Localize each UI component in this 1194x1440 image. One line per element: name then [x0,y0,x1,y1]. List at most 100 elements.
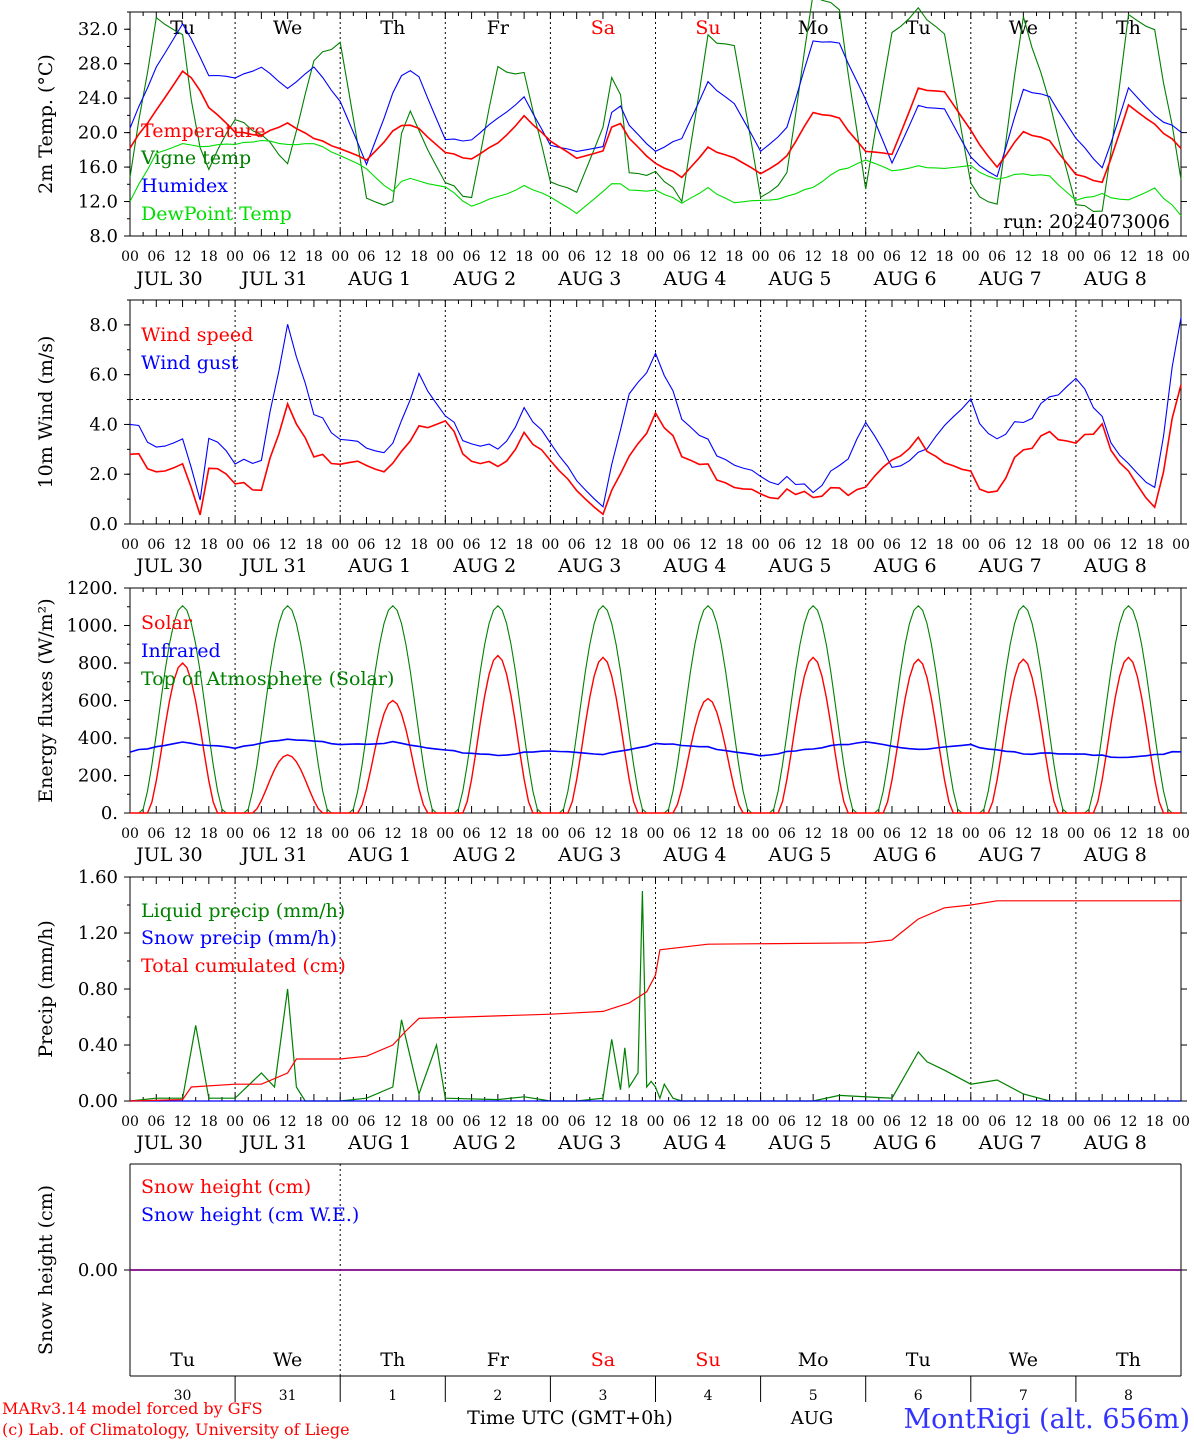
panels-layer: 8.012.016.020.024.028.032.02m Temp. (°C)… [35,0,1190,1404]
hour-label: 00 [436,826,454,842]
hour-label: 12 [384,826,402,842]
day-letter: Su [695,17,720,39]
day-number: 8 [1124,1388,1133,1404]
hour-label: 00 [1067,1114,1085,1130]
day-letter: Th [380,1349,405,1371]
date-label: AUG 7 [978,555,1042,577]
y-axis-label: 10m Wind (m/s) [35,336,57,489]
panel-4: 0.00 0.40 0.80 1.20 1.60 Precip (mm/h) 00 06 12 1… [35,867,1190,1154]
hour-label: 06 [147,537,165,553]
hour-label: 18 [515,1114,533,1130]
hour-label: 06 [988,1114,1006,1130]
hour-label: 00 [436,249,454,265]
day-number: 31 [279,1388,297,1404]
date-label: AUG 6 [873,555,937,577]
date-label: JUL 30 [134,1132,202,1154]
y-tick-label: 200. [78,766,118,787]
hour-label: 06 [463,249,481,265]
date-label: AUG 7 [978,844,1042,866]
hour-label: 12 [174,249,192,265]
day-letter: Tu [170,1349,195,1371]
hour-label: 18 [936,537,954,553]
hour-label: 12 [489,537,507,553]
hour-label: 18 [1146,826,1164,842]
y-tick-label: 6.0 [89,365,118,386]
legend-entry: Temperature [141,120,265,142]
y-tick-label: 12.0 [78,192,118,213]
day-letter: Th [380,17,405,39]
date-label: AUG 5 [767,268,831,290]
hour-label: 18 [305,249,323,265]
hour-label: 18 [936,1114,954,1130]
station-label: MontRigi (alt. 656m) [903,1404,1190,1435]
date-label: AUG 7 [978,268,1042,290]
hour-label: 18 [200,249,218,265]
day-number: 1 [388,1388,397,1404]
hour-label: 18 [725,826,743,842]
legend-entry: DewPoint Temp [141,203,292,225]
hour-label: 06 [1093,537,1111,553]
hour-label: 12 [699,249,717,265]
hour-label: 06 [778,249,796,265]
y-tick-label: 0.40 [78,1035,118,1056]
hour-label: 12 [279,1114,297,1130]
legend-entry: Humidex [141,175,228,197]
date-label: AUG 4 [662,1132,726,1154]
series-line [129,900,1181,1102]
date-label: AUG 8 [1083,555,1147,577]
y-tick-label: 8.0 [89,226,118,247]
hour-label: 12 [279,826,297,842]
legend-entry: Solar [141,612,193,634]
hour-label: 12 [1120,826,1138,842]
hour-label: 06 [883,826,901,842]
y-axis-label: Energy fluxes (W/m²) [35,598,57,802]
hour-label: 00 [857,249,875,265]
hour-label: 18 [831,1114,849,1130]
date-label: AUG 8 [1083,1132,1147,1154]
hour-label: 00 [541,1114,559,1130]
series-line [129,22,1182,178]
date-label: JUL 30 [134,844,202,866]
hour-label: 18 [200,1114,218,1130]
hour-label: 12 [384,249,402,265]
hour-label: 06 [252,537,270,553]
date-label: AUG 6 [873,268,937,290]
day-letter: Sa [591,1349,615,1371]
hour-label: 18 [831,249,849,265]
day-letter: Th [1116,17,1141,39]
hour-label: 06 [568,826,586,842]
y-tick-label: 0.00 [78,1091,118,1112]
legend-entry: Total cumulated (cm) [141,955,346,977]
hour-label: 00 [331,1114,349,1130]
hour-label: 18 [831,826,849,842]
hour-label: 06 [1093,826,1111,842]
date-label: JUL 30 [134,268,202,290]
hour-label: 18 [305,1114,323,1130]
hour-label: 00 [752,826,770,842]
date-label: AUG 2 [452,555,516,577]
legend-entry: Snow precip (mm/h) [141,927,337,949]
hour-label: 00 [647,249,665,265]
series-line [129,738,1182,759]
hour-label: 06 [568,1114,586,1130]
hour-label: 06 [883,249,901,265]
hour-label: 06 [463,1114,481,1130]
hour-label: 06 [778,537,796,553]
day-letter: Fr [487,1349,510,1371]
hour-label: 12 [174,537,192,553]
hour-label: 12 [384,1114,402,1130]
day-letter: Tu [906,17,931,39]
legend-entry: Infrared [141,640,221,662]
hour-label: 12 [1014,826,1032,842]
hour-label: 18 [515,537,533,553]
hour-label: 06 [147,826,165,842]
hour-label: 18 [305,537,323,553]
hour-label: 06 [568,249,586,265]
hour-label: 12 [489,1114,507,1130]
y-tick-label: 4.0 [89,414,118,435]
date-label: AUG 1 [347,268,411,290]
hour-label: 00 [1067,249,1085,265]
x-axis-title: Time UTC (GMT+0h) [467,1407,673,1429]
hour-label: 18 [1146,249,1164,265]
hour-label: 06 [568,537,586,553]
